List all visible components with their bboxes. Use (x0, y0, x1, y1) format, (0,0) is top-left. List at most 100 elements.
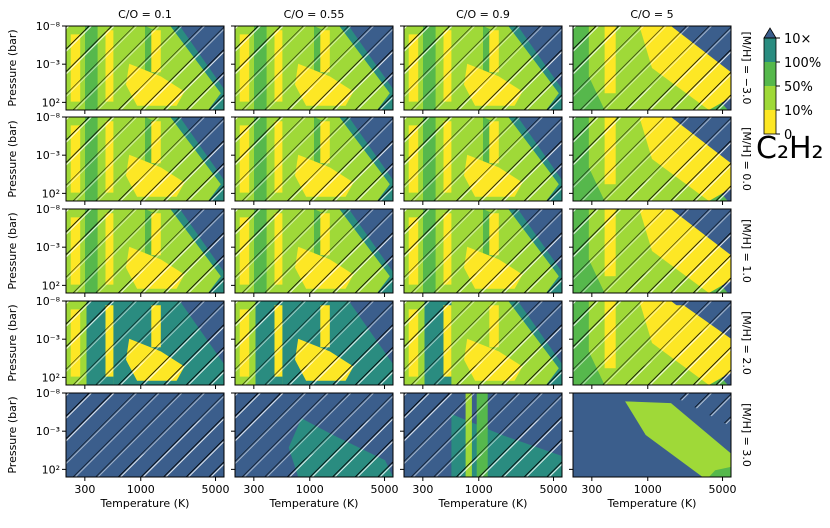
hatch-overlay (404, 301, 562, 385)
panel-frame (65, 208, 225, 294)
hatch-overlay (573, 117, 731, 201)
panel-r2-c3: [M/H] = 1.0 (569, 208, 753, 297)
panel-frame (65, 25, 225, 111)
hatch-overlay (573, 26, 731, 110)
y-tick-label: 10² (42, 371, 60, 384)
y-axis-label: Pressure (bar) (6, 29, 19, 106)
colorbar-segment-3 (764, 38, 776, 62)
y-tick-label: 10⁻³ (36, 58, 60, 71)
column-title-0: C/O = 0.1 (118, 8, 172, 21)
chart-title: C₂H₂ (756, 131, 824, 166)
hatch-overlay (573, 209, 731, 293)
y-axis-label: Pressure (bar) (6, 304, 19, 381)
hatch-overlay (66, 301, 224, 385)
y-tick-label: 10² (42, 96, 60, 109)
panel-frame (65, 300, 225, 386)
hatch-upper (667, 393, 731, 427)
colorbar: 0 10% 50% 100% 10× (763, 27, 821, 143)
y-axis-label: Pressure (bar) (6, 212, 19, 289)
panel-frame (403, 25, 563, 111)
panel-frame (234, 25, 394, 111)
hatch-overlay (235, 117, 393, 201)
x-tick-label: 5000 (202, 483, 230, 496)
column-title-3: C/O = 5 (630, 8, 673, 21)
panel-r1-c1 (231, 116, 394, 205)
x-tick-label: 5000 (371, 483, 399, 496)
colorbar-label-2: 50% (784, 80, 813, 95)
hatch-overlay (235, 301, 393, 385)
y-tick-label: 10² (42, 463, 60, 476)
row-title-0: [M/H] = −3.0 (740, 32, 753, 105)
row-title-3: [M/H] = 2.0 (740, 311, 753, 375)
panel-frame (234, 208, 394, 294)
panel-frame (572, 116, 732, 202)
hatch-overlay (404, 117, 562, 201)
x-tick-label: 1000 (634, 483, 662, 496)
x-tick-label: 1000 (296, 483, 324, 496)
y-tick-label: 10⁻⁸ (36, 295, 61, 308)
x-tick-label: 1000 (465, 483, 493, 496)
x-tick-label: 1000 (127, 483, 155, 496)
x-axis-label: Temperature (K) (269, 497, 359, 510)
panel-frame (403, 300, 563, 386)
colorbar-segment-0 (764, 110, 776, 134)
x-tick-label: 300 (412, 483, 433, 496)
panel-r3-c3: [M/H] = 2.0 (569, 300, 753, 389)
panel-frame (65, 392, 225, 478)
panel-frame (403, 116, 563, 202)
panel-r1-c2 (400, 116, 563, 205)
y-tick-label: 10² (42, 187, 60, 200)
panel-r3-c2 (400, 300, 563, 389)
x-tick-label: 300 (581, 483, 602, 496)
panel-frame (572, 208, 732, 294)
y-tick-label: 10⁻³ (36, 333, 60, 346)
hatch-overlay (235, 209, 393, 293)
panel-r4-c0: 300 1000 5000 10⁻⁸ 10⁻³ 10² Pressure (bar) Temp… (6, 387, 230, 510)
hatch-overlay (66, 26, 224, 110)
panel-frame (572, 392, 732, 478)
y-tick-label: 10⁻⁸ (36, 203, 61, 216)
region-r4-c3-2 (708, 466, 731, 477)
x-tick-label: 300 (74, 483, 95, 496)
panel-frame (234, 300, 394, 386)
panel-frame (65, 116, 225, 202)
panel-r1-c0: 10⁻⁸ 10⁻³ 10² Pressure (bar) (6, 111, 225, 205)
y-tick-label: 10⁻³ (36, 241, 60, 254)
x-tick-label: 300 (243, 483, 264, 496)
row-title-1: [M/H] = 0.0 (740, 127, 753, 191)
colorbar-label-0: 0 (784, 128, 792, 143)
hatch-overlay (404, 393, 562, 477)
panel-frame (572, 25, 732, 111)
panel-r2-c1 (231, 208, 394, 297)
y-axis-label: Pressure (bar) (6, 120, 19, 197)
panel-r3-c1 (231, 300, 394, 389)
x-axis-label: Temperature (K) (100, 497, 190, 510)
panel-r0-c3: C/O = 5 [M/H] = −3.0 (569, 8, 753, 114)
column-title-1: C/O = 0.55 (284, 8, 345, 21)
y-tick-label: 10² (42, 279, 60, 292)
panel-frame (234, 392, 394, 478)
x-axis-label: Temperature (K) (438, 497, 528, 510)
hatch-overlay (573, 301, 731, 385)
y-tick-label: 10⁻⁸ (36, 20, 61, 33)
region-r4-c3-1 (625, 401, 731, 477)
y-tick-label: 10⁻⁸ (36, 387, 61, 400)
row-title-4: [M/H] = 3.0 (740, 403, 753, 467)
row-title-2: [M/H] = 1.0 (740, 219, 753, 283)
panel-frame (234, 116, 394, 202)
colorbar-label-1: 10% (784, 104, 813, 119)
panel-r2-c2 (400, 208, 563, 297)
y-tick-label: 10⁻⁸ (36, 111, 61, 124)
colorbar-segment-1 (764, 86, 776, 110)
colorbar-extend (763, 27, 777, 39)
y-tick-label: 10⁻³ (36, 149, 60, 162)
hatch-overlay (404, 26, 562, 110)
panel-frame (403, 208, 563, 294)
panel-r1-c3: [M/H] = 0.0 (569, 116, 753, 205)
hatch-overlay (235, 26, 393, 110)
hatch-overlay (66, 209, 224, 293)
panel-r0-c1: C/O = 0.55 (231, 8, 394, 114)
y-axis-label: Pressure (bar) (6, 396, 19, 473)
hatch-overlay (235, 393, 393, 477)
